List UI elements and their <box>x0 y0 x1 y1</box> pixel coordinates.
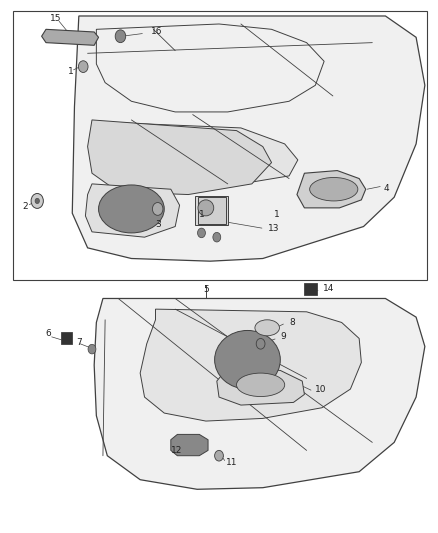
Ellipse shape <box>198 200 214 216</box>
Circle shape <box>198 228 205 238</box>
Ellipse shape <box>255 320 279 336</box>
Polygon shape <box>105 123 298 184</box>
Text: 7: 7 <box>76 338 81 346</box>
Text: 6: 6 <box>45 329 51 337</box>
Polygon shape <box>140 309 361 421</box>
Circle shape <box>213 232 221 242</box>
Circle shape <box>152 203 163 215</box>
Polygon shape <box>94 298 425 489</box>
Text: 10: 10 <box>315 385 327 393</box>
Ellipse shape <box>215 330 280 389</box>
Polygon shape <box>42 29 99 45</box>
Bar <box>13 11 427 280</box>
Polygon shape <box>85 184 180 237</box>
Bar <box>195 196 228 225</box>
Text: 3: 3 <box>155 221 161 229</box>
Text: 4: 4 <box>383 184 389 192</box>
Text: 1: 1 <box>274 210 279 219</box>
Text: 16: 16 <box>151 28 162 36</box>
Circle shape <box>215 450 223 461</box>
Text: 11: 11 <box>226 458 237 467</box>
Polygon shape <box>88 120 272 195</box>
Polygon shape <box>297 171 366 208</box>
Bar <box>304 283 317 295</box>
Bar <box>198 197 226 224</box>
Text: 14: 14 <box>323 285 335 293</box>
Ellipse shape <box>99 185 164 233</box>
Polygon shape <box>217 368 304 405</box>
Bar <box>61 332 72 344</box>
Text: 13: 13 <box>268 224 279 232</box>
Text: 1: 1 <box>199 210 205 219</box>
Circle shape <box>78 61 88 72</box>
Text: 5: 5 <box>203 286 209 294</box>
Text: 1: 1 <box>68 68 74 76</box>
Text: 8: 8 <box>289 318 295 327</box>
Text: 15: 15 <box>50 14 62 23</box>
Text: 2: 2 <box>23 203 28 211</box>
Ellipse shape <box>237 373 285 397</box>
Circle shape <box>256 338 265 349</box>
Circle shape <box>35 198 39 204</box>
Text: 12: 12 <box>171 446 182 455</box>
Circle shape <box>115 30 126 43</box>
Ellipse shape <box>310 177 358 201</box>
Polygon shape <box>72 16 425 261</box>
Circle shape <box>31 193 43 208</box>
Circle shape <box>88 344 96 354</box>
Polygon shape <box>171 434 208 456</box>
Text: 9: 9 <box>280 333 286 341</box>
